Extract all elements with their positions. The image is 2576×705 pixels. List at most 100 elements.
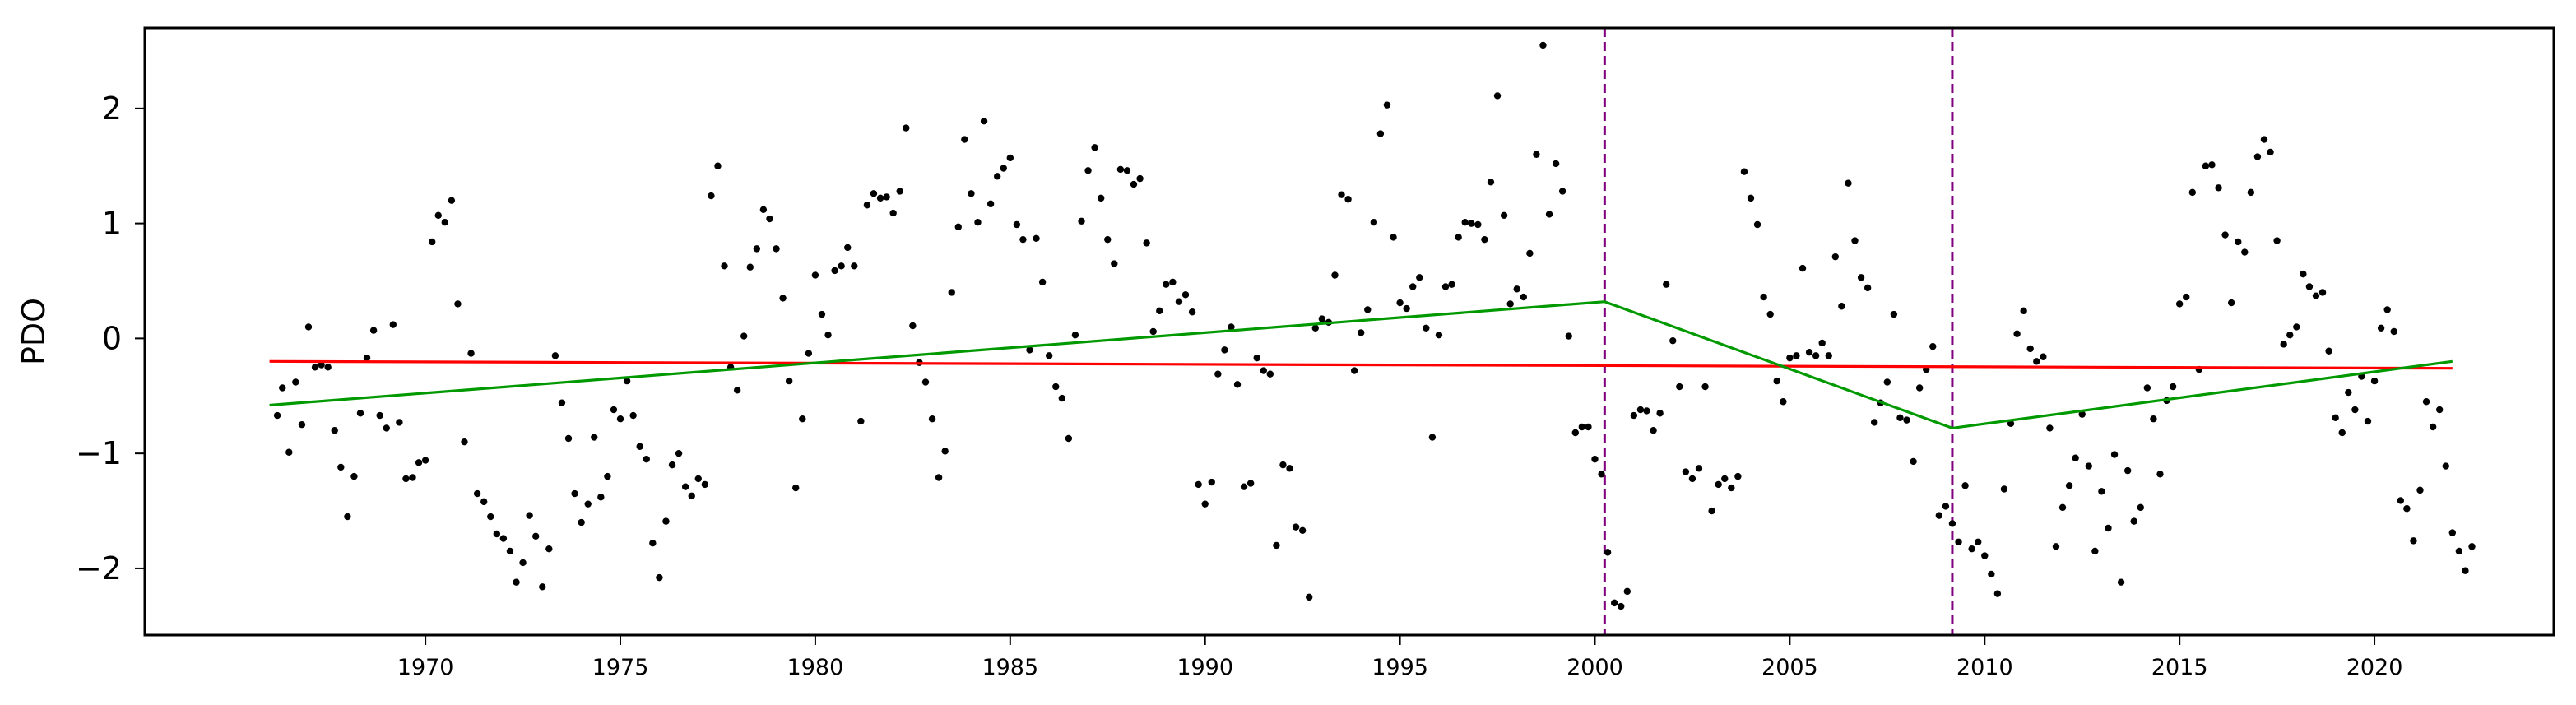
data-point xyxy=(1292,523,1300,531)
data-point xyxy=(1825,352,1832,359)
data-point xyxy=(571,489,578,498)
data-point xyxy=(1773,377,1780,385)
data-point xyxy=(1163,281,1170,288)
data-point xyxy=(311,364,319,371)
linear-fit-line xyxy=(269,359,2453,370)
data-point xyxy=(2312,292,2320,299)
data-point xyxy=(805,350,813,357)
data-point xyxy=(454,300,462,308)
data-point xyxy=(773,245,780,253)
data-point xyxy=(1006,154,1014,162)
data-point xyxy=(545,545,553,553)
data-point xyxy=(1929,342,1937,350)
x-tick-label: 1990 xyxy=(1177,655,1233,680)
data-point xyxy=(591,434,598,441)
data-point xyxy=(1701,383,1709,391)
data-point xyxy=(2318,289,2327,296)
data-point xyxy=(1052,383,1060,391)
data-point xyxy=(1306,593,1313,601)
data-point xyxy=(1780,398,1787,406)
x-tick-label: 2015 xyxy=(2151,655,2208,680)
data-point xyxy=(1753,220,1761,229)
data-point xyxy=(1831,253,1840,261)
data-point xyxy=(1253,354,1260,362)
data-point xyxy=(448,197,456,204)
data-point xyxy=(564,434,573,443)
data-point xyxy=(1468,220,1475,227)
data-point xyxy=(779,295,787,302)
data-point xyxy=(2227,299,2235,307)
data-point xyxy=(708,192,715,200)
data-point xyxy=(2305,283,2314,290)
data-point xyxy=(1604,549,1612,556)
data-point xyxy=(1915,384,1924,392)
data-point xyxy=(1416,274,1423,281)
data-point xyxy=(1539,41,1547,49)
data-point xyxy=(1038,278,1047,286)
data-point xyxy=(1585,423,1592,431)
data-point xyxy=(1097,194,1105,202)
data-point xyxy=(2085,462,2092,470)
data-point xyxy=(487,513,494,521)
data-point xyxy=(1091,144,1098,151)
data-point xyxy=(376,411,383,420)
data-point xyxy=(662,517,670,525)
data-point xyxy=(2137,503,2144,512)
data-point xyxy=(1988,570,1995,578)
data-point xyxy=(1591,455,1599,463)
x-tick-label: 1985 xyxy=(982,655,1038,680)
data-point xyxy=(473,489,481,498)
data-point xyxy=(714,162,722,169)
data-point xyxy=(2235,238,2242,246)
data-point xyxy=(2462,567,2469,574)
data-point xyxy=(799,415,806,423)
data-point xyxy=(1493,92,1502,100)
data-point xyxy=(1799,264,1807,272)
data-point xyxy=(1565,332,1572,340)
data-point xyxy=(2175,300,2184,308)
data-point xyxy=(526,512,533,519)
data-point xyxy=(610,406,618,414)
data-point xyxy=(1818,339,1826,347)
data-point xyxy=(1993,590,2002,597)
data-point xyxy=(824,331,832,339)
data-point xyxy=(389,321,397,328)
data-point xyxy=(792,484,800,492)
data-point xyxy=(363,354,371,362)
data-point xyxy=(616,415,624,423)
data-point xyxy=(1033,234,1040,242)
data-point xyxy=(604,472,611,480)
data-point xyxy=(1156,307,1163,315)
data-point xyxy=(766,215,773,223)
data-point xyxy=(1630,411,1638,420)
data-point xyxy=(383,424,390,432)
data-point xyxy=(434,211,442,220)
data-point xyxy=(1760,293,1767,301)
data-point xyxy=(1513,285,1520,293)
data-point xyxy=(2020,307,2027,315)
data-point xyxy=(656,573,663,582)
data-point xyxy=(896,188,903,195)
data-point xyxy=(2117,578,2125,586)
data-point xyxy=(467,350,475,357)
data-point xyxy=(2105,524,2112,532)
data-point xyxy=(1474,220,1482,229)
data-point xyxy=(649,539,657,547)
data-point xyxy=(428,238,436,246)
data-point xyxy=(935,474,943,481)
data-point xyxy=(304,323,313,331)
x-tick-label: 2005 xyxy=(1761,655,1818,680)
data-point xyxy=(1279,461,1287,469)
data-point xyxy=(733,387,741,394)
data-point xyxy=(1481,235,1488,244)
data-point xyxy=(1812,352,1820,359)
data-point xyxy=(1734,472,1742,480)
data-point xyxy=(2416,486,2424,494)
data-point xyxy=(2442,462,2449,470)
data-point xyxy=(285,448,293,456)
data-point xyxy=(1721,475,1729,483)
data-point xyxy=(331,427,338,434)
data-point xyxy=(941,448,949,455)
data-point xyxy=(1942,503,1950,510)
data-point xyxy=(2260,136,2268,143)
